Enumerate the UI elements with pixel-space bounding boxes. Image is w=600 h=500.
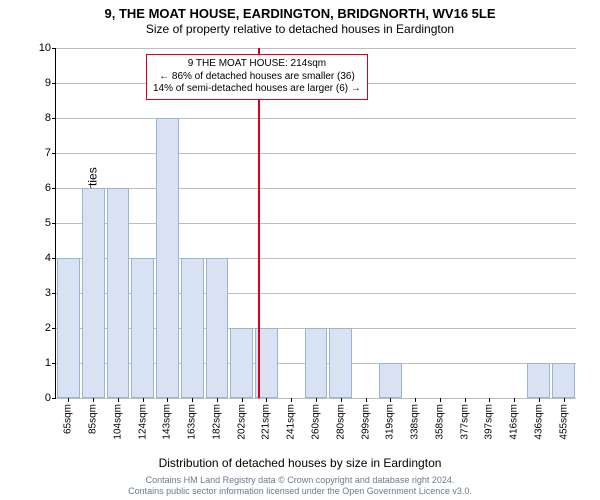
x-tick-label: 182sqm: [211, 404, 222, 440]
grid-line: [56, 48, 576, 49]
y-tick-label: 6: [45, 182, 51, 194]
y-tick-label: 0: [45, 392, 51, 404]
x-tick-mark: [217, 398, 218, 402]
x-tick-mark: [415, 398, 416, 402]
chart-subtitle: Size of property relative to detached ho…: [0, 22, 600, 36]
x-tick-mark: [489, 398, 490, 402]
y-tick-mark: [52, 153, 56, 154]
y-tick-mark: [52, 328, 56, 329]
callout-line: 14% of semi-detached houses are larger (…: [153, 83, 361, 96]
x-tick-mark: [564, 398, 565, 402]
histogram-bar: [230, 328, 253, 398]
x-tick-label: 124sqm: [137, 404, 148, 440]
histogram-bar: [527, 363, 550, 398]
histogram-bar: [107, 188, 130, 398]
x-tick-label: 202sqm: [236, 404, 247, 440]
x-tick-mark: [266, 398, 267, 402]
x-tick-mark: [143, 398, 144, 402]
x-tick-label: 163sqm: [187, 404, 198, 440]
x-tick-label: 104sqm: [112, 404, 123, 440]
x-tick-label: 299sqm: [360, 404, 371, 440]
histogram-bar: [379, 363, 402, 398]
callout-line: 9 THE MOAT HOUSE: 214sqm: [153, 58, 361, 71]
grid-line: [56, 118, 576, 119]
y-tick-label: 2: [45, 322, 51, 334]
x-tick-mark: [440, 398, 441, 402]
x-tick-label: 241sqm: [286, 404, 297, 440]
histogram-bar: [156, 118, 179, 398]
y-tick-label: 4: [45, 252, 51, 264]
x-tick-label: 65sqm: [63, 404, 74, 434]
y-tick-mark: [52, 48, 56, 49]
grid-line: [56, 223, 576, 224]
y-tick-label: 8: [45, 112, 51, 124]
footer-line: Contains HM Land Registry data © Crown c…: [0, 475, 600, 486]
x-axis-label: Distribution of detached houses by size …: [0, 456, 600, 470]
x-tick-label: 143sqm: [162, 404, 173, 440]
histogram-bar: [552, 363, 575, 398]
x-tick-label: 397sqm: [484, 404, 495, 440]
x-tick-mark: [291, 398, 292, 402]
histogram-bar: [329, 328, 352, 398]
y-tick-mark: [52, 293, 56, 294]
histogram-bar: [181, 258, 204, 398]
y-tick-label: 9: [45, 77, 51, 89]
y-tick-label: 7: [45, 147, 51, 159]
y-tick-mark: [52, 223, 56, 224]
grid-line: [56, 188, 576, 189]
x-tick-mark: [366, 398, 367, 402]
y-tick-label: 10: [39, 42, 51, 54]
footer-attribution: Contains HM Land Registry data © Crown c…: [0, 475, 600, 497]
x-tick-mark: [242, 398, 243, 402]
y-tick-mark: [52, 188, 56, 189]
chart-title: 9, THE MOAT HOUSE, EARDINGTON, BRIDGNORT…: [0, 0, 600, 21]
histogram-bar: [131, 258, 154, 398]
property-callout: 9 THE MOAT HOUSE: 214sqm← 86% of detache…: [146, 54, 368, 100]
footer-line: Contains public sector information licen…: [0, 486, 600, 497]
x-tick-label: 280sqm: [335, 404, 346, 440]
plot-area: 01234567891065sqm85sqm104sqm124sqm143sqm…: [55, 48, 576, 399]
x-tick-mark: [167, 398, 168, 402]
x-tick-mark: [316, 398, 317, 402]
x-tick-label: 436sqm: [533, 404, 544, 440]
x-tick-mark: [118, 398, 119, 402]
x-tick-mark: [514, 398, 515, 402]
x-tick-mark: [539, 398, 540, 402]
property-marker-line: [258, 48, 260, 398]
y-tick-mark: [52, 398, 56, 399]
histogram-bar: [206, 258, 229, 398]
y-tick-label: 1: [45, 357, 51, 369]
x-tick-mark: [465, 398, 466, 402]
y-tick-mark: [52, 363, 56, 364]
x-tick-mark: [341, 398, 342, 402]
chart-container: 9, THE MOAT HOUSE, EARDINGTON, BRIDGNORT…: [0, 0, 600, 500]
x-tick-label: 338sqm: [410, 404, 421, 440]
histogram-bar: [305, 328, 328, 398]
x-tick-mark: [68, 398, 69, 402]
x-tick-label: 377sqm: [459, 404, 470, 440]
y-tick-mark: [52, 83, 56, 84]
x-tick-label: 416sqm: [509, 404, 520, 440]
x-tick-label: 260sqm: [311, 404, 322, 440]
x-tick-label: 221sqm: [261, 404, 272, 440]
grid-line: [56, 153, 576, 154]
y-tick-mark: [52, 118, 56, 119]
callout-line: ← 86% of detached houses are smaller (36…: [153, 71, 361, 84]
x-tick-mark: [93, 398, 94, 402]
y-tick-label: 5: [45, 217, 51, 229]
x-tick-mark: [192, 398, 193, 402]
histogram-bar: [82, 188, 105, 398]
y-tick-mark: [52, 258, 56, 259]
x-tick-label: 358sqm: [434, 404, 445, 440]
histogram-bar: [57, 258, 80, 398]
x-tick-label: 85sqm: [88, 404, 99, 434]
x-tick-label: 319sqm: [385, 404, 396, 440]
x-tick-mark: [390, 398, 391, 402]
x-tick-label: 455sqm: [558, 404, 569, 440]
y-tick-label: 3: [45, 287, 51, 299]
